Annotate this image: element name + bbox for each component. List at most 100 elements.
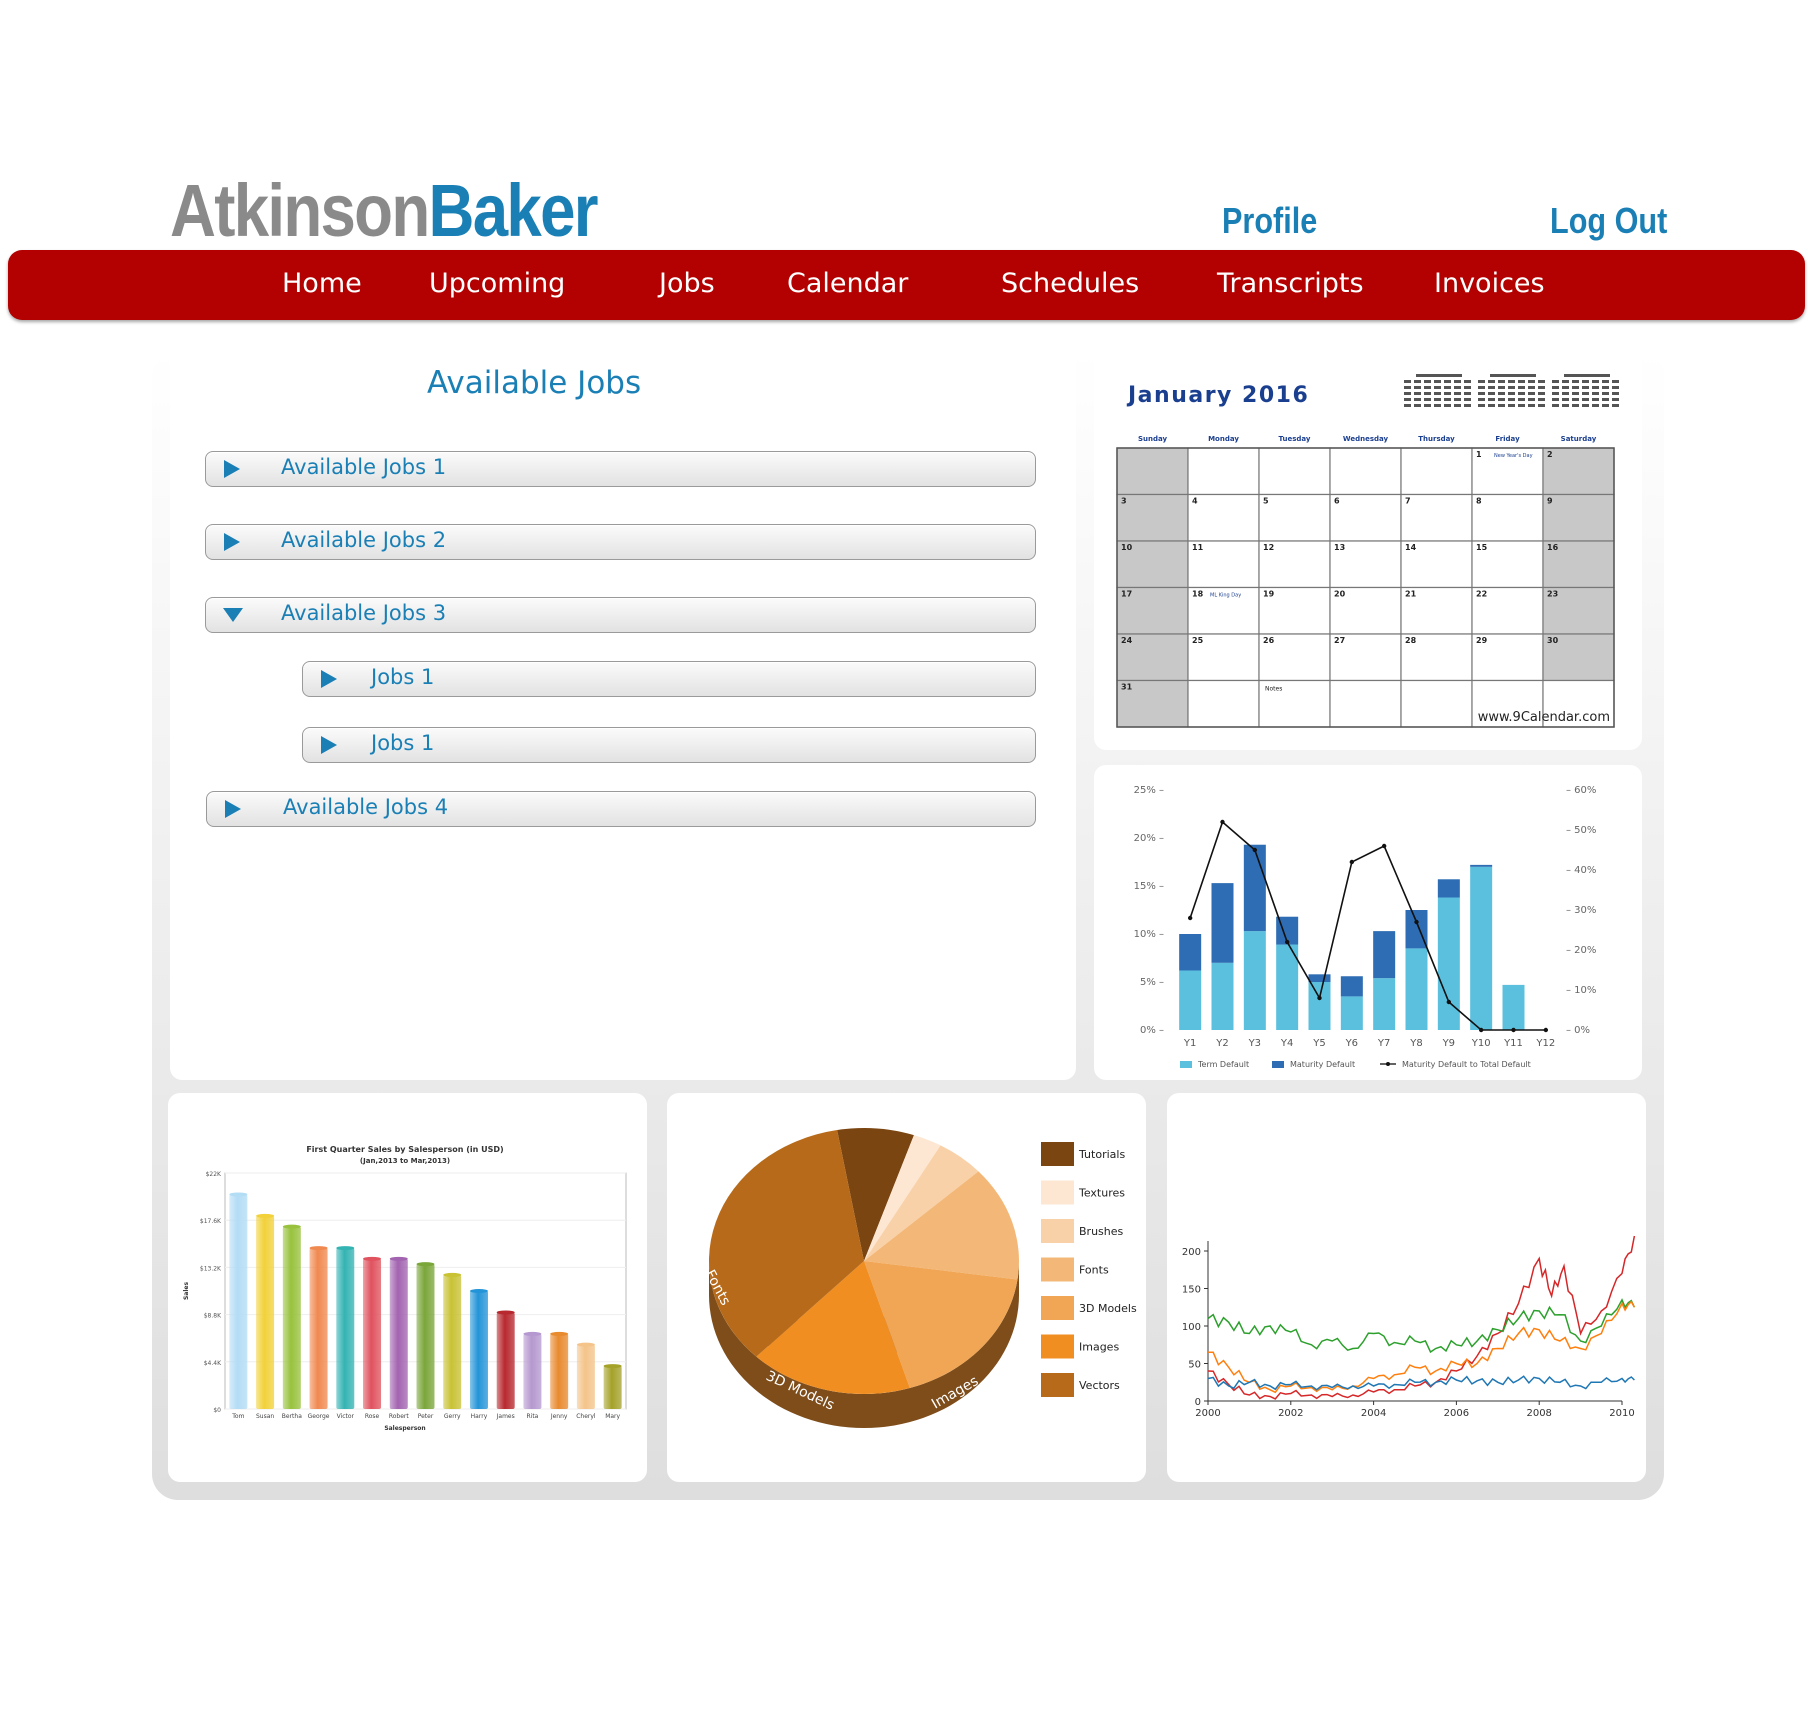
legend-label: Fonts bbox=[1079, 1264, 1109, 1277]
calendar-day-cell[interactable] bbox=[1258, 493, 1331, 542]
calendar-day-cell[interactable] bbox=[1258, 586, 1331, 635]
mini-calendar-cell bbox=[1414, 398, 1421, 401]
mini-calendar-cell bbox=[1552, 398, 1559, 401]
legend-point bbox=[1386, 1062, 1390, 1066]
calendar-day-cell[interactable] bbox=[1471, 540, 1544, 589]
sales-chart-panel: First Quarter Sales by Salesperson (in U… bbox=[168, 1093, 647, 1482]
nav-invoices[interactable]: Invoices bbox=[1434, 268, 1545, 299]
sales-bar bbox=[496, 1312, 515, 1409]
accordion-available-jobs-4[interactable]: Available Jobs 4 bbox=[206, 791, 1036, 827]
calendar-day-cell[interactable] bbox=[1187, 586, 1260, 635]
calendar-day-cell[interactable] bbox=[1542, 493, 1615, 542]
calendar-day-cell[interactable] bbox=[1187, 493, 1260, 542]
calendar-day-cell[interactable] bbox=[1258, 447, 1331, 496]
sales-bar-top bbox=[576, 1342, 595, 1347]
logout-link[interactable]: Log Out bbox=[1550, 200, 1668, 241]
calendar-day-number: 28 bbox=[1405, 636, 1417, 645]
calendar-day-cell[interactable] bbox=[1258, 679, 1331, 728]
nav-jobs[interactable]: Jobs bbox=[659, 268, 715, 299]
calendar-day-number: 7 bbox=[1405, 497, 1411, 506]
mini-calendar-cell bbox=[1508, 392, 1515, 395]
calendar-day-cell[interactable] bbox=[1471, 493, 1544, 542]
mini-calendar-cell bbox=[1518, 386, 1525, 389]
calendar-day-cell[interactable] bbox=[1258, 540, 1331, 589]
calendar-day-cell[interactable] bbox=[1329, 586, 1402, 635]
calendar-day-cell[interactable] bbox=[1542, 679, 1615, 728]
mini-calendar-cell bbox=[1434, 404, 1441, 407]
calendar-widget[interactable]: January 2016 Sunday Monday Tuesday Wednesda… bbox=[1094, 352, 1642, 750]
mini-calendar-cell bbox=[1404, 404, 1411, 407]
mini-calendar-cell bbox=[1528, 392, 1535, 395]
mini-calendar-cell bbox=[1582, 404, 1589, 407]
nav-schedules[interactable]: Schedules bbox=[1001, 268, 1140, 299]
calendar-day-cell[interactable] bbox=[1329, 493, 1402, 542]
calendar-day-cell[interactable] bbox=[1400, 679, 1473, 728]
mini-calendar-cell bbox=[1488, 404, 1495, 407]
legend-swatch bbox=[1272, 1061, 1284, 1068]
pie-slice bbox=[864, 1145, 979, 1261]
calendar-day-cell[interactable] bbox=[1400, 586, 1473, 635]
calendar-day-number: 31 bbox=[1121, 683, 1133, 692]
accordion-label: Available Jobs 1 bbox=[281, 455, 447, 479]
nav-home[interactable]: Home bbox=[282, 268, 362, 299]
calendar-day-cell[interactable] bbox=[1542, 447, 1615, 496]
accordion-available-jobs-3[interactable]: Available Jobs 3 bbox=[205, 597, 1036, 633]
calendar-day-cell[interactable] bbox=[1116, 447, 1189, 496]
x-axis-tick: Y10 bbox=[1471, 1038, 1491, 1049]
ratio-point bbox=[1478, 1027, 1484, 1033]
calendar-day-cell[interactable] bbox=[1329, 679, 1402, 728]
calendar-day-cell[interactable] bbox=[1187, 679, 1260, 728]
sales-bar-top bbox=[309, 1246, 328, 1251]
accordion-available-jobs-1[interactable]: Available Jobs 1 bbox=[205, 451, 1036, 487]
calendar-day-number: 3 bbox=[1121, 497, 1127, 506]
mini-calendar-cell bbox=[1602, 380, 1609, 383]
calendar-day-cell[interactable] bbox=[1400, 540, 1473, 589]
ratio-point bbox=[1317, 995, 1322, 1001]
calendar-day-cell[interactable] bbox=[1471, 633, 1544, 682]
ratio-point bbox=[1511, 1027, 1516, 1033]
calendar-day-cell[interactable] bbox=[1471, 586, 1544, 635]
calendar-day-number: 27 bbox=[1334, 636, 1345, 645]
nav-upcoming[interactable]: Upcoming bbox=[429, 268, 566, 299]
calendar-day-cell[interactable] bbox=[1329, 540, 1402, 589]
mini-calendar-cell bbox=[1572, 404, 1579, 407]
y-axis-tick: 0 bbox=[1195, 1397, 1201, 1408]
x-axis-tick: James bbox=[496, 1413, 515, 1420]
mini-calendar-cell bbox=[1528, 404, 1535, 407]
legend-label: Maturity Default to Total Default bbox=[1402, 1060, 1531, 1069]
accordion-label: Available Jobs 2 bbox=[281, 528, 447, 552]
ratio-line bbox=[1189, 820, 1546, 1031]
y-axis-tick: 100 bbox=[1182, 1322, 1201, 1333]
accordion-label: Jobs 1 bbox=[371, 665, 435, 689]
calendar-day-number: 17 bbox=[1121, 590, 1132, 599]
calendar-day-cell[interactable] bbox=[1116, 493, 1189, 542]
logo[interactable]: AtkinsonBaker bbox=[170, 168, 599, 253]
y-axis-tick: 150 bbox=[1182, 1285, 1201, 1296]
calendar-day-cell[interactable] bbox=[1187, 633, 1260, 682]
ratio-point bbox=[1284, 939, 1290, 945]
calendar-day-cell[interactable] bbox=[1400, 447, 1473, 496]
mini-calendar-cell bbox=[1454, 386, 1461, 389]
nav-transcripts[interactable]: Transcripts bbox=[1217, 268, 1364, 299]
calendar-day-cell[interactable] bbox=[1258, 633, 1331, 682]
calendar-day-cell[interactable] bbox=[1542, 540, 1615, 589]
sales-bar-top bbox=[443, 1272, 462, 1277]
x-axis-tick: Y12 bbox=[1535, 1038, 1555, 1049]
mini-calendar-cell bbox=[1592, 380, 1599, 383]
nav-calendar[interactable]: Calendar bbox=[787, 268, 909, 299]
calendar-day-cell[interactable] bbox=[1187, 447, 1260, 496]
calendar-day-cell[interactable] bbox=[1329, 447, 1402, 496]
mini-calendar-cell bbox=[1444, 398, 1451, 401]
calendar-day-number: 18 bbox=[1192, 590, 1204, 599]
accordion-available-jobs-2[interactable]: Available Jobs 2 bbox=[205, 524, 1036, 560]
legend-swatch bbox=[1041, 1334, 1074, 1359]
accordion-jobs-1a[interactable]: Jobs 1 bbox=[302, 661, 1036, 697]
profile-link[interactable]: Profile bbox=[1222, 200, 1318, 241]
calendar-day-cell[interactable] bbox=[1400, 493, 1473, 542]
y-axis-tick: 200 bbox=[1182, 1247, 1201, 1258]
mini-calendar-cell bbox=[1454, 398, 1461, 401]
mini-calendar-cell bbox=[1538, 392, 1545, 395]
calendar-event: ML King Day bbox=[1210, 593, 1241, 599]
accordion-jobs-1b[interactable]: Jobs 1 bbox=[302, 727, 1036, 763]
mini-calendar-cell bbox=[1538, 404, 1545, 407]
